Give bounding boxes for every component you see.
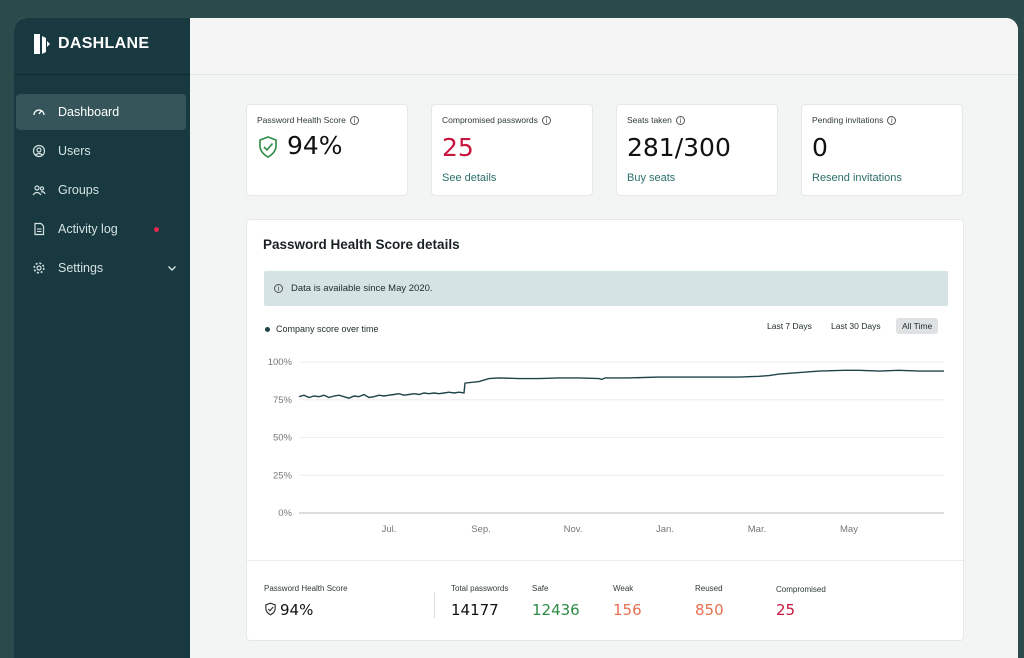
- score-series-line: [298, 369, 944, 399]
- main-content: Password Health Score i 94% Compromised …: [190, 75, 1018, 658]
- sidebar-item-settings[interactable]: Settings: [16, 250, 186, 286]
- summary-safe-value: 12436: [532, 601, 580, 619]
- stat-label: Pending invitations: [812, 115, 884, 125]
- y-tick-label: 0%: [278, 508, 292, 519]
- sidebar-nav: Dashboard Users Groups Activity log: [16, 94, 186, 289]
- stat-label: Seats taken: [627, 115, 672, 125]
- summary-health-value: 94%: [264, 601, 313, 619]
- top-bar: [190, 18, 1018, 75]
- details-title: Password Health Score details: [263, 237, 460, 252]
- sidebar-item-users[interactable]: Users: [16, 133, 186, 169]
- health-details-card: Password Health Score details i Data is …: [246, 219, 964, 641]
- sidebar: DASHLANE Dashboard Users Groups: [14, 18, 190, 658]
- brand-name: DASHLANE: [58, 35, 150, 52]
- summary-health-label: Password Health Score: [264, 584, 348, 593]
- dashlane-logo-icon: [34, 34, 50, 54]
- x-tick-label: Sep.: [471, 524, 491, 535]
- summary-weak-value: 156: [613, 601, 642, 619]
- summary-divider: [247, 560, 963, 561]
- summary-health-number: 94%: [280, 601, 314, 619]
- summary-weak-label: Weak: [613, 584, 634, 593]
- stat-label: Compromised passwords: [442, 115, 538, 125]
- app-window: DASHLANE Dashboard Users Groups: [14, 18, 1018, 658]
- chart-legend: Company score over time: [265, 324, 379, 334]
- x-tick-label: Jul.: [382, 524, 397, 535]
- user-icon: [32, 144, 46, 158]
- logo[interactable]: DASHLANE: [32, 32, 149, 56]
- gear-icon: [32, 261, 46, 275]
- see-details-link[interactable]: See details: [442, 172, 497, 184]
- x-tick-label: Mar.: [748, 524, 766, 535]
- sidebar-item-label: Users: [58, 144, 91, 158]
- range-all-time[interactable]: All Time: [896, 318, 939, 334]
- info-icon[interactable]: i: [887, 115, 897, 125]
- document-icon: [32, 222, 46, 236]
- shield-check-icon: [265, 602, 276, 616]
- info-icon[interactable]: i: [675, 115, 685, 125]
- legend-label: Company score over time: [276, 324, 379, 334]
- group-icon: [32, 183, 46, 197]
- stat-card-compromised: Compromised passwords i 25 See details: [431, 104, 593, 196]
- summary-reused-value: 850: [695, 601, 724, 619]
- x-tick-label: Nov.: [564, 524, 583, 535]
- x-tick-label: Jan.: [656, 524, 674, 535]
- sidebar-item-label: Activity log: [58, 222, 118, 236]
- summary-compromised-label: Compromised: [776, 585, 826, 594]
- summary-reused-label: Reused: [695, 584, 723, 593]
- stat-value: 25: [442, 133, 474, 162]
- stat-label: Password Health Score: [257, 115, 346, 125]
- summary-total-value: 14177: [451, 601, 499, 619]
- chevron-down-icon[interactable]: [166, 262, 178, 274]
- gauge-icon: [32, 105, 46, 119]
- stat-value: 94%: [287, 131, 343, 160]
- legend-dot: [265, 326, 270, 332]
- stat-card-health-score: Password Health Score i 94%: [246, 104, 408, 196]
- buy-seats-link[interactable]: Buy seats: [627, 172, 676, 184]
- summary-vertical-divider: [434, 592, 435, 618]
- stat-card-seats: Seats taken i 281/300 Buy seats: [616, 104, 778, 196]
- stat-value: 281/300: [627, 133, 731, 162]
- notice-text: Data is available since May 2020.: [291, 283, 433, 294]
- sidebar-item-activity-log[interactable]: Activity log: [16, 211, 186, 247]
- sidebar-item-label: Settings: [58, 261, 104, 275]
- range-last-7-days[interactable]: Last 7 Days: [767, 321, 812, 331]
- y-tick-label: 25%: [273, 470, 293, 481]
- score-chart: 100% 75% 50% 25% 0% Jul. Sep. Nov. Jan. Mar. May: [268, 357, 944, 535]
- info-icon: i: [274, 284, 283, 293]
- range-last-30-days[interactable]: Last 30 Days: [831, 321, 881, 331]
- y-tick-label: 75%: [273, 395, 293, 406]
- info-icon[interactable]: i: [541, 115, 551, 125]
- shield-check-icon: [259, 136, 277, 158]
- sidebar-item-groups[interactable]: Groups: [16, 172, 186, 208]
- notification-dot: [154, 227, 159, 232]
- stat-card-pending: Pending invitations i 0 Resend invitatio…: [801, 104, 963, 196]
- x-tick-label: May: [840, 524, 858, 535]
- y-tick-label: 50%: [273, 433, 293, 444]
- info-icon[interactable]: i: [349, 115, 359, 125]
- resend-invitations-link[interactable]: Resend invitations: [812, 172, 902, 184]
- summary-total-label: Total passwords: [451, 584, 509, 593]
- summary-compromised-value: 25: [776, 601, 796, 619]
- sidebar-item-label: Groups: [58, 183, 99, 197]
- sidebar-item-label: Dashboard: [58, 105, 120, 119]
- sidebar-divider: [14, 74, 190, 75]
- y-tick-label: 100%: [268, 357, 293, 368]
- stat-value: 0: [812, 133, 828, 162]
- data-notice: i Data is available since May 2020.: [264, 271, 948, 306]
- sidebar-item-dashboard[interactable]: Dashboard: [16, 94, 186, 130]
- summary-safe-label: Safe: [532, 584, 549, 593]
